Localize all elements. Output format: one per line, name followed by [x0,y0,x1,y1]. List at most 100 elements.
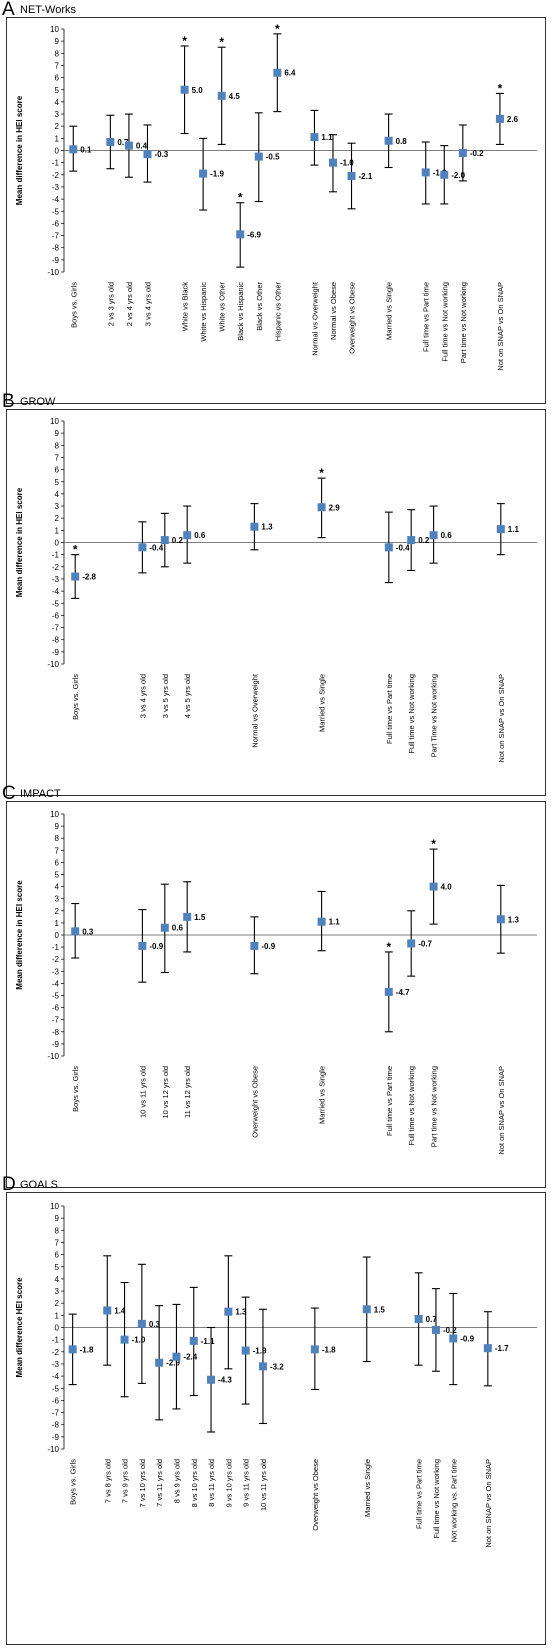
x-category-label: Full time vs Part time [415,1459,424,1529]
data-label: 0.1 [80,145,92,154]
y-tick-label: 1 [55,134,60,143]
data-label: 0.7 [117,138,129,147]
data-label: -2.1 [359,172,373,181]
data-point-marker [250,522,259,531]
x-category-label: White vs Black [181,282,190,331]
data-label: 1.5 [374,1305,386,1314]
data-point-marker [317,917,326,926]
data-label: -2.9 [166,1359,180,1368]
data-label: -1.7 [495,1344,509,1353]
y-tick-label: -6 [52,1396,60,1405]
y-tick-label: -8 [52,1421,60,1430]
data-point-marker [217,91,226,100]
y-tick-label: -10 [47,1052,59,1061]
y-tick-label: 3 [55,1287,60,1296]
data-point-marker [69,145,78,154]
panel-title: GOALS [20,1179,58,1191]
data-point-marker [103,1306,112,1315]
x-category-label: Full time vs Part time [422,282,431,352]
data-label: 0.6 [194,531,206,540]
y-tick-label: 4 [55,98,60,107]
y-tick-label: -7 [52,232,60,241]
y-tick-label: -3 [52,183,60,192]
data-label: -1.9 [210,170,224,179]
y-tick-label: 2 [55,122,60,131]
data-point-marker [106,137,115,146]
y-tick-label: 8 [55,1226,60,1235]
x-category-label: Black vs Hispanic [236,282,245,341]
data-label: -0.5 [266,153,280,162]
y-tick-label: -3 [52,575,60,584]
y-tick-label: -6 [52,611,60,620]
data-label: -0.2 [470,149,484,158]
data-label: -1.8 [322,1345,336,1354]
data-label: 0.7 [426,1315,438,1324]
significance-star: * [182,34,187,48]
y-tick-label: 7 [55,846,60,855]
data-point-marker [199,169,208,178]
x-category-label: Not on SNAP vs On SNAP [484,1459,493,1548]
x-category-label: 3 vs 4 yrs old [138,674,147,718]
y-tick-label: -6 [52,219,60,228]
data-label: 5.0 [192,86,204,95]
significance-star: * [319,466,324,480]
data-label: -0.9 [261,942,275,951]
data-label: 0.2 [418,536,430,545]
y-tick-label: 8 [55,441,60,450]
y-tick-label: -2 [52,1348,60,1357]
x-category-label: White vs Hispanic [199,282,208,342]
y-tick-label: 5 [55,86,60,95]
y-tick-label: -1 [52,1336,60,1345]
data-label: -1.1 [201,1337,215,1346]
x-category-label: Normal vs Overweight [310,281,319,356]
y-tick-label: -9 [52,256,60,265]
y-tick-label: -4 [52,195,60,204]
significance-star: * [386,940,391,954]
y-tick-label: -4 [52,587,60,596]
x-category-label: Married vs Single [318,1066,327,1124]
data-label: -0.7 [418,939,432,948]
x-category-label: Normal vs Overweight [250,673,259,748]
x-category-label: Boys vs. Girls [71,674,80,720]
y-tick-label: 10 [50,25,59,34]
x-category-label: 7 vs 10 yrs old [138,1459,147,1507]
x-category-label: Normal vs Obese [329,282,338,340]
y-tick-label: -5 [52,599,60,608]
data-point-marker [310,1345,319,1354]
data-label: -4.3 [218,1376,232,1385]
y-tick-label: 9 [55,37,60,46]
y-tick-label: -9 [52,648,60,657]
data-label: 4.0 [441,883,453,892]
data-point-marker [68,1345,77,1354]
significance-star: * [73,543,78,557]
x-category-label: 7 vs 8 yrs old [103,1459,112,1503]
y-tick-label: -1 [52,943,60,952]
x-category-label: Overweight vs Obese [250,1066,259,1138]
x-category-label: 7 vs 11 yrs old [155,1459,164,1507]
data-point-marker [138,941,147,950]
data-point-marker [180,85,189,94]
x-category-label: Full time vs Not working [407,1066,416,1146]
y-tick-label: -1 [52,159,60,168]
panel-letter: D [2,1174,16,1195]
x-category-label: Not on SNAP vs On SNAP [497,1066,506,1155]
significance-star: * [498,81,503,95]
y-tick-label: 2 [55,514,60,523]
y-tick-label: 4 [55,883,60,892]
y-tick-label: -9 [52,1040,60,1049]
y-axis-label: Mean difference in HEI score [15,95,24,205]
x-category-label: 2 vs 3 yrs old [106,282,115,326]
data-point-marker [224,1307,233,1316]
data-label: 1.1 [508,525,520,534]
y-tick-label: 2 [55,907,60,916]
y-tick-label: -5 [52,1384,60,1393]
x-category-label: 3 vs 5 yrs old [161,674,170,718]
data-label: -2.4 [183,1353,197,1362]
y-tick-label: 1 [55,919,60,928]
y-tick-label: 7 [55,61,60,70]
panel-frame [6,17,546,404]
y-tick-label: 6 [55,1251,60,1260]
y-tick-label: 5 [55,1263,60,1272]
x-category-label: Overweight vs Obese [311,1459,320,1531]
